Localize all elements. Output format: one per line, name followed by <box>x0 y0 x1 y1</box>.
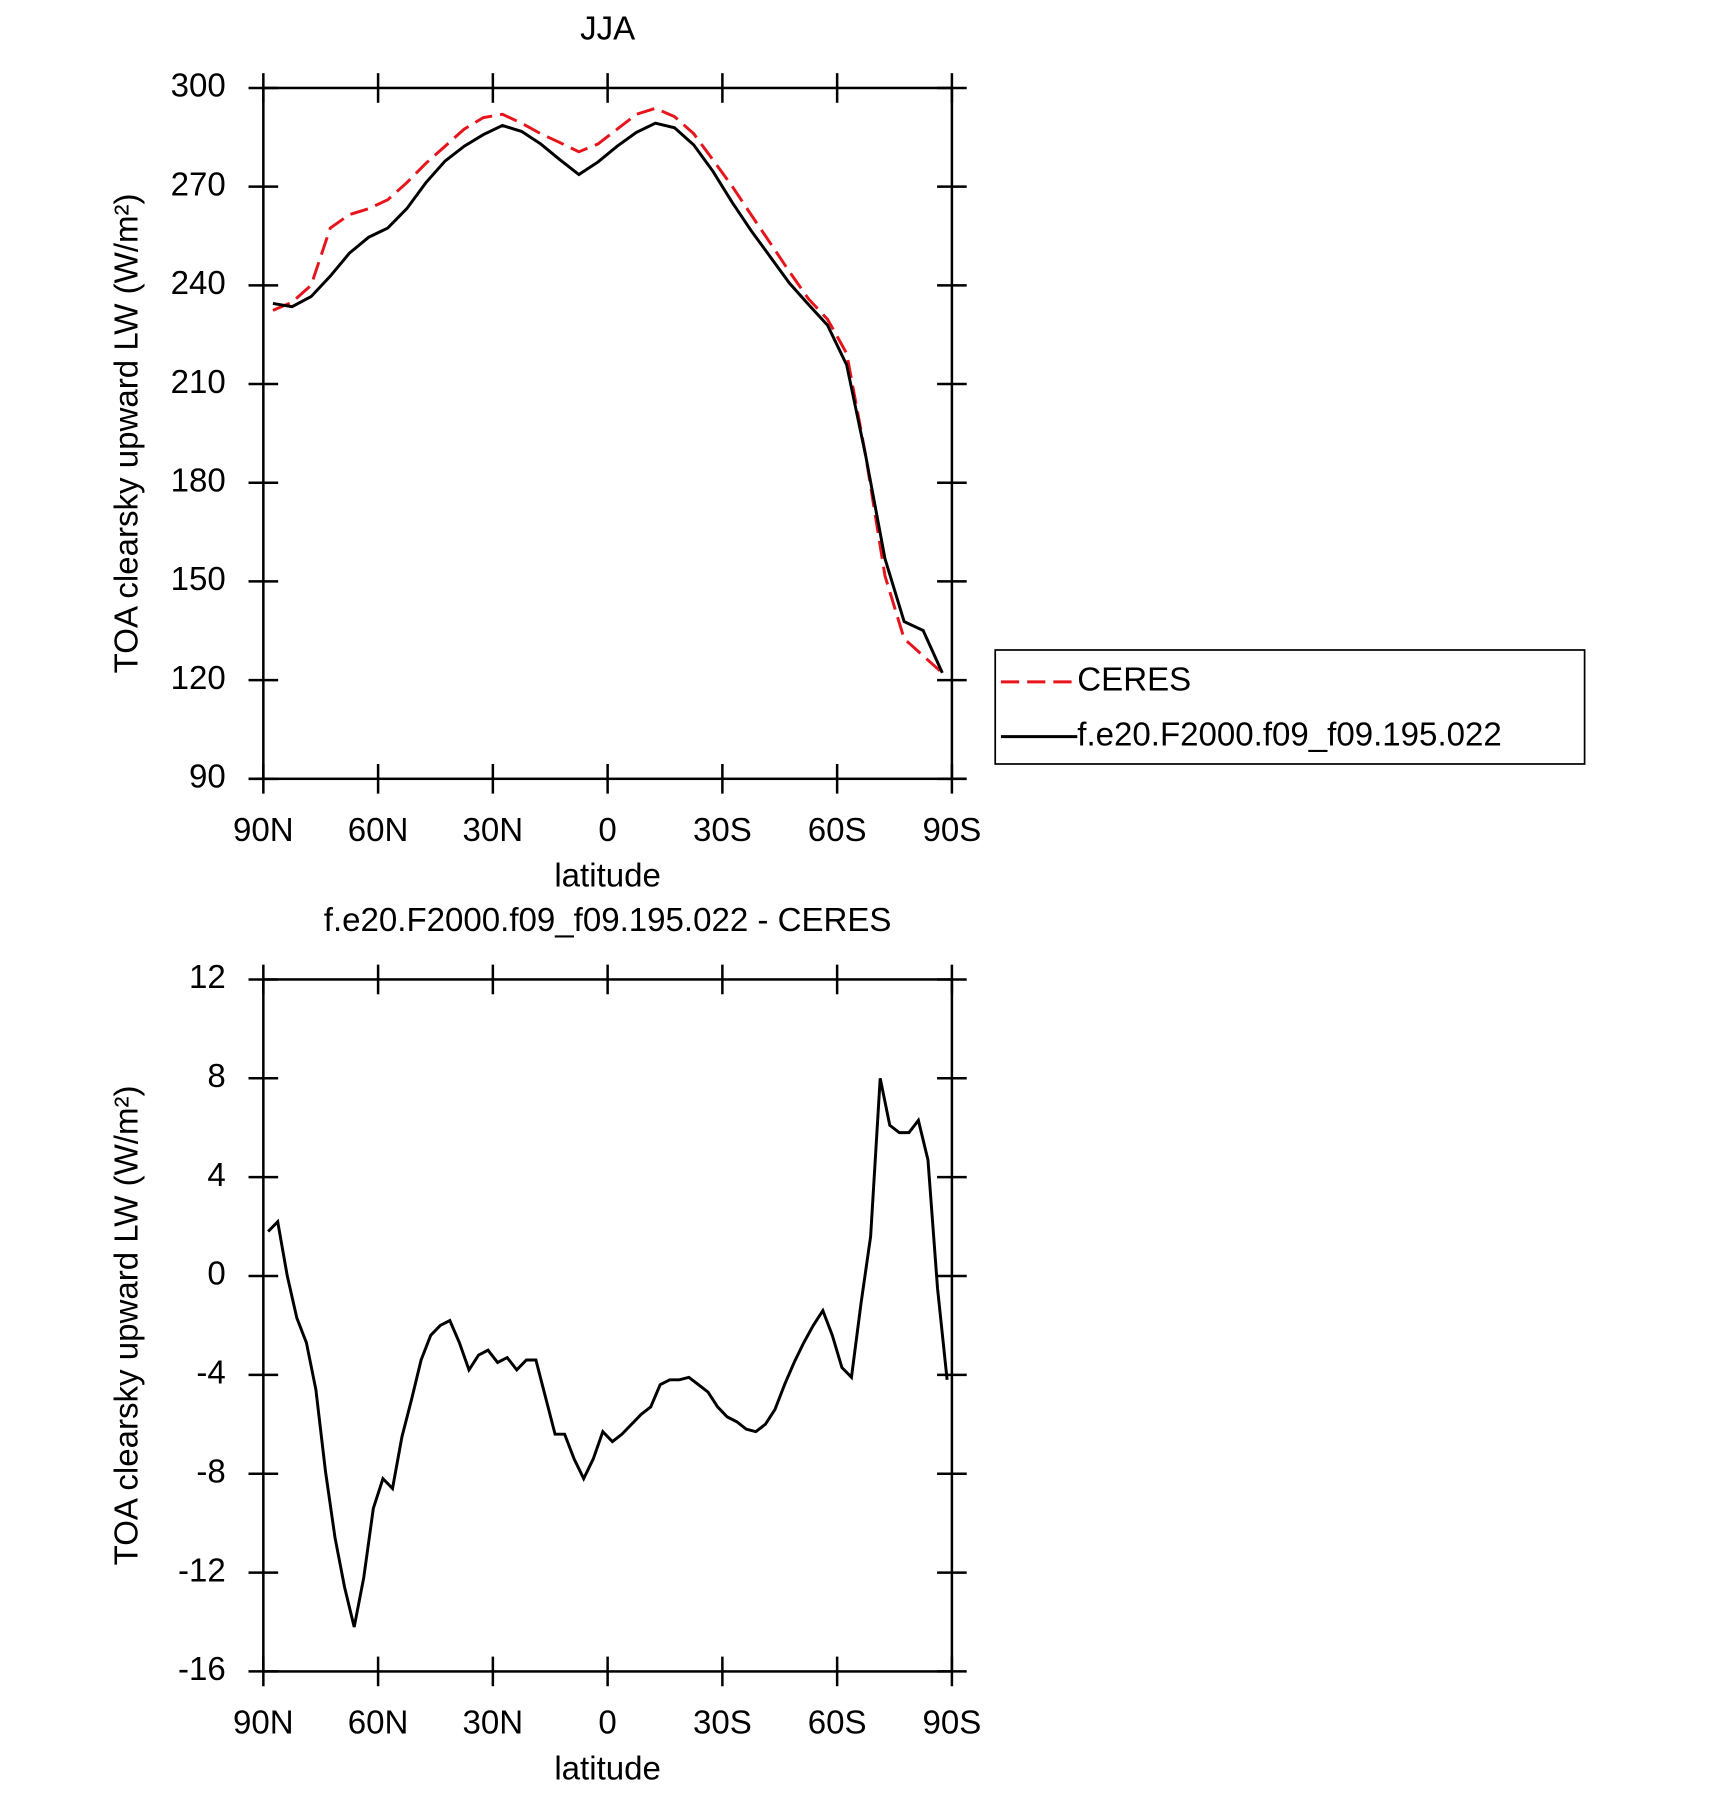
y-tick-label: 270 <box>171 166 226 203</box>
legend-label: CERES <box>1077 662 1191 699</box>
y-tick-label: -16 <box>178 1651 226 1688</box>
y-axis-label: TOA clearsky upward LW (W/m²) <box>109 193 146 673</box>
x-tick-label: 60S <box>808 1705 867 1742</box>
data-line <box>267 1077 949 1628</box>
y-tick-label: 150 <box>171 561 226 598</box>
data-line <box>272 121 944 674</box>
legend-box <box>994 649 1586 765</box>
chart-title: f.e20.F2000.f09_f09.195.022 - CERES <box>324 902 892 939</box>
y-tick-label: 180 <box>171 462 226 499</box>
y-tick-label: 120 <box>171 660 226 697</box>
y-tick-label: 8 <box>207 1058 225 1095</box>
legend-label: f.e20.F2000.f09_f09.195.022 <box>1077 716 1501 753</box>
y-axis-label: TOA clearsky upward LW (W/m²) <box>109 1086 146 1566</box>
x-tick-label: 0 <box>598 1705 616 1742</box>
x-tick-label: 30S <box>693 812 752 849</box>
y-tick-label: -12 <box>178 1552 226 1589</box>
x-tick-label: 30N <box>463 1705 524 1742</box>
data-line <box>272 106 944 675</box>
y-tick-label: 4 <box>207 1157 225 1194</box>
x-tick-label: 90N <box>233 1705 294 1742</box>
x-tick-label: 0 <box>598 812 616 849</box>
x-tick-label: 60S <box>808 812 867 849</box>
x-tick-label: 60N <box>348 1705 409 1742</box>
y-tick-label: -8 <box>196 1453 225 1490</box>
plot-frame <box>262 86 954 781</box>
x-tick-label: 60N <box>348 812 409 849</box>
x-tick-label: 30S <box>693 1705 752 1742</box>
y-tick-label: -4 <box>196 1355 225 1392</box>
y-tick-label: 0 <box>207 1256 225 1293</box>
x-axis-label: latitude <box>554 858 661 895</box>
x-tick-label: 90S <box>922 812 981 849</box>
y-tick-label: 12 <box>189 959 226 996</box>
x-axis-label: latitude <box>554 1750 661 1787</box>
x-tick-label: 90S <box>922 1705 981 1742</box>
chart-title: JJA <box>580 11 635 48</box>
y-tick-label: 240 <box>171 265 226 302</box>
y-tick-label: 300 <box>171 68 226 105</box>
x-tick-label: 30N <box>463 812 524 849</box>
y-tick-label: 90 <box>189 759 226 796</box>
y-tick-label: 210 <box>171 364 226 401</box>
x-tick-label: 90N <box>233 812 294 849</box>
